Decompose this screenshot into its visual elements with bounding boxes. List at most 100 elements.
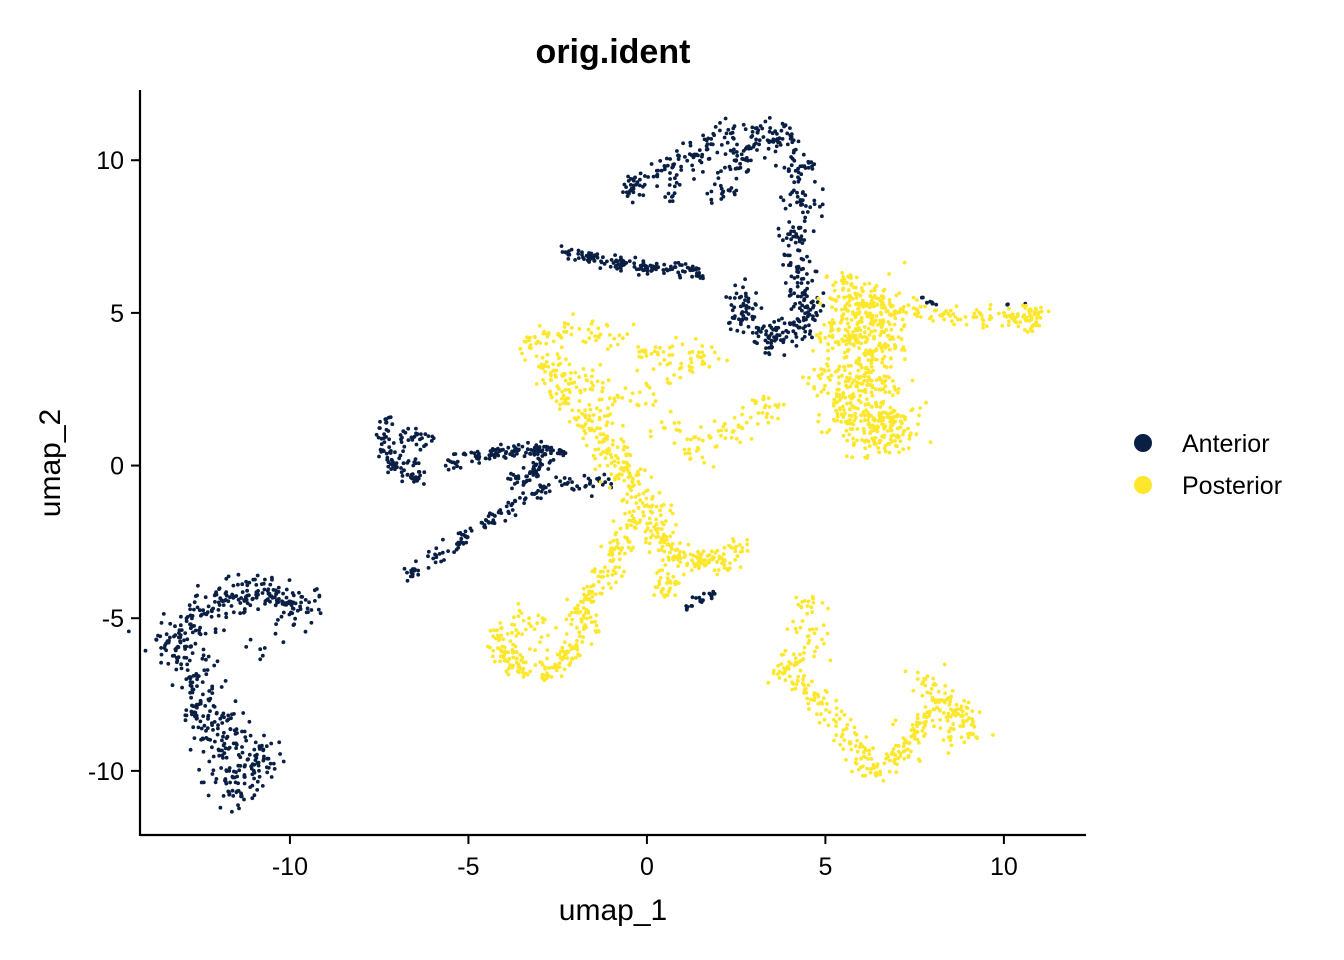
data-point: [689, 568, 694, 573]
data-point: [179, 614, 183, 619]
data-point: [722, 566, 727, 570]
data-point: [744, 156, 749, 160]
data-point: [814, 310, 818, 315]
data-point: [737, 317, 741, 322]
data-point: [839, 420, 844, 424]
data-point: [836, 328, 841, 333]
data-point: [446, 549, 450, 553]
data-point: [930, 718, 935, 723]
data-point: [637, 492, 641, 497]
data-point: [498, 659, 502, 664]
data-point: [693, 336, 698, 341]
data-point: [671, 574, 676, 579]
data-point: [901, 414, 906, 418]
data-point: [126, 629, 131, 634]
data-point: [796, 602, 801, 607]
data-point: [630, 391, 635, 396]
data-point: [746, 312, 751, 316]
data-point: [570, 381, 575, 385]
data-point: [848, 341, 852, 346]
data-point: [643, 529, 648, 534]
data-point: [877, 413, 882, 418]
data-point: [537, 323, 542, 328]
data-point: [850, 414, 854, 418]
data-point: [954, 304, 959, 309]
data-point: [220, 748, 224, 753]
data-point: [523, 627, 528, 632]
data-point: [548, 393, 553, 397]
data-point: [504, 504, 509, 509]
data-point: [839, 412, 844, 417]
data-point: [458, 540, 462, 545]
data-point: [175, 660, 179, 665]
data-point: [655, 172, 660, 177]
data-point: [221, 711, 226, 716]
data-point: [1000, 324, 1005, 328]
data-point: [664, 519, 668, 523]
data-point: [664, 267, 669, 272]
data-point: [878, 772, 882, 777]
data-point: [721, 424, 726, 429]
data-point: [245, 593, 250, 598]
data-point: [507, 666, 511, 671]
data-point: [589, 642, 594, 646]
data-point: [540, 663, 545, 667]
data-point: [777, 676, 782, 680]
data-point: [182, 644, 187, 649]
data-point: [406, 426, 411, 431]
data-point: [825, 430, 830, 435]
data-point: [607, 581, 611, 586]
data-point: [736, 166, 741, 171]
data-point: [409, 568, 414, 573]
data-point: [562, 476, 567, 480]
data-point: [740, 317, 745, 322]
data-point: [1034, 311, 1039, 316]
data-point: [534, 382, 539, 386]
data-point: [235, 789, 240, 794]
data-point: [545, 352, 550, 357]
series-posterior: [486, 260, 1051, 783]
data-point: [462, 451, 467, 456]
data-point: [800, 657, 805, 662]
data-point: [263, 602, 267, 606]
data-point: [896, 749, 901, 754]
data-point: [965, 718, 969, 723]
data-point: [883, 342, 888, 346]
data-point: [622, 569, 626, 574]
data-point: [621, 190, 625, 195]
data-point: [1038, 316, 1043, 320]
data-point: [818, 331, 822, 336]
data-point: [793, 302, 798, 306]
data-point: [244, 597, 249, 602]
data-point: [657, 490, 662, 495]
data-point: [531, 460, 536, 465]
data-point: [591, 413, 596, 417]
data-point: [536, 613, 541, 618]
data-point: [788, 203, 793, 208]
data-point: [852, 725, 857, 730]
data-point: [400, 479, 405, 484]
data-point: [895, 762, 900, 767]
data-point: [759, 306, 764, 310]
data-point: [503, 518, 508, 523]
data-point: [210, 772, 215, 776]
data-point: [950, 319, 954, 324]
data-point: [869, 289, 874, 294]
data-point: [709, 549, 714, 554]
data-point: [654, 504, 659, 509]
data-point: [610, 421, 615, 426]
data-point: [672, 373, 676, 377]
data-point: [534, 354, 539, 359]
data-point: [678, 541, 682, 546]
data-point: [258, 647, 263, 652]
data-point: [470, 459, 474, 464]
data-point: [536, 488, 540, 493]
data-point: [878, 405, 883, 409]
data-point: [248, 637, 253, 642]
data-point: [597, 417, 602, 422]
data-point: [527, 471, 532, 476]
data-point: [529, 448, 534, 452]
data-point: [590, 419, 594, 424]
data-point: [587, 403, 592, 407]
data-point: [525, 335, 529, 340]
